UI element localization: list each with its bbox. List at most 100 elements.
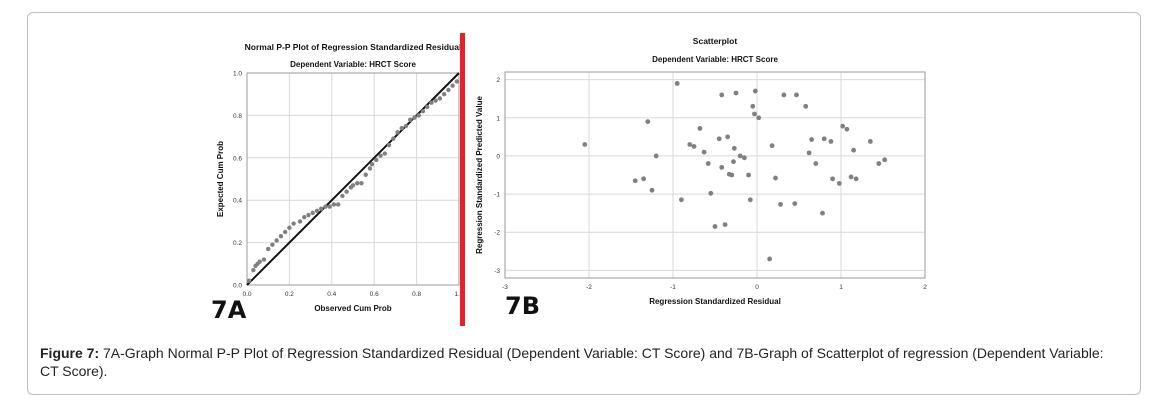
chart-subtitle: Dependent Variable: HRCT Score [652, 55, 778, 64]
data-point [750, 103, 756, 109]
y-tick-label: -2 [494, 230, 500, 237]
data-point [645, 119, 651, 124]
data-point [403, 123, 409, 129]
data-point [278, 234, 284, 239]
data-point [687, 142, 693, 147]
data-point [803, 103, 809, 109]
data-point [266, 246, 271, 252]
x-tick-label: 0.2 [285, 291, 294, 298]
data-point [246, 278, 252, 283]
chart-subtitle: Dependent Variable: HRCT Score [290, 60, 416, 69]
data-point [446, 87, 451, 93]
data-point [433, 98, 438, 103]
data-point [382, 151, 387, 156]
data-point [270, 242, 275, 247]
data-point [719, 164, 725, 170]
data-point [386, 142, 392, 148]
data-point [649, 187, 655, 193]
data-point [412, 115, 417, 120]
data-point [752, 88, 758, 94]
data-point [363, 172, 368, 177]
data-point [323, 204, 328, 209]
data-point [851, 147, 856, 153]
x-tick-label: 0.0 [242, 291, 251, 298]
data-point [691, 143, 697, 149]
y-tick-label: 1.0 [233, 71, 242, 78]
x-tick-label: -2 [586, 284, 592, 291]
data-point [853, 176, 859, 182]
data-point [310, 210, 315, 216]
data-point [306, 212, 311, 218]
data-point [425, 104, 430, 110]
caption-label: Figure 7: [40, 345, 100, 361]
y-tick-label: 0.2 [233, 240, 242, 247]
data-point [257, 259, 262, 264]
data-point [731, 159, 736, 165]
data-point [340, 193, 345, 199]
data-point [742, 155, 747, 161]
data-point [282, 229, 288, 235]
data-point [291, 221, 296, 226]
data-point [331, 202, 337, 207]
figure-frame [27, 12, 1141, 395]
data-point [733, 90, 739, 96]
data-point [632, 178, 638, 184]
data-point [722, 222, 728, 227]
data-point [344, 189, 349, 194]
x-tick-label: 0 [755, 284, 759, 291]
data-point [756, 115, 762, 121]
x-tick-label: 0.6 [370, 291, 379, 298]
data-point [395, 130, 400, 135]
y-tick-label: 0.6 [233, 155, 242, 162]
data-point [327, 204, 332, 209]
plot-area-border [504, 71, 926, 279]
y-tick-label: 0.4 [233, 198, 242, 205]
data-point [848, 174, 854, 180]
x-tick-label: 0.8 [412, 291, 421, 298]
y-axis-label: Regression Standardized Predicted Value [475, 96, 484, 254]
data-point [653, 153, 659, 159]
data-point [641, 176, 646, 182]
x-axis-label: Regression Standardized Residual [649, 297, 781, 306]
data-point [287, 225, 292, 230]
y-tick-label: 2 [496, 77, 500, 84]
data-point [876, 161, 882, 166]
data-point [794, 92, 799, 98]
data-point [399, 125, 404, 131]
data-point [359, 181, 364, 186]
data-point [746, 172, 751, 178]
data-point [792, 201, 798, 207]
data-point [416, 113, 421, 118]
data-point [355, 181, 360, 186]
data-point [582, 142, 588, 147]
pp-plot-chart: 0.0 0.2 0.4 0.6 0.8 1.0 0.0 0.2 0.4 0.6 0.8 1.0 Norm… [216, 42, 464, 313]
scatterplot-chart: -3 -2 -1 0 1 2 -3 -2 -1 0 1 2 Scatterplot Dependent V… [475, 36, 927, 306]
data-point [752, 111, 757, 117]
data-point [836, 180, 842, 186]
y-axis-label: Expected Cum Prob [216, 141, 225, 217]
data-point [821, 136, 827, 142]
x-tick-label: -1 [670, 284, 676, 291]
y-tick-label: 0.0 [233, 283, 242, 290]
data-point [806, 150, 812, 156]
data-point [274, 238, 279, 243]
data-point [708, 190, 714, 196]
data-point [882, 157, 888, 163]
data-point [729, 172, 735, 178]
data-point [674, 81, 680, 86]
data-point [868, 139, 873, 144]
data-point [737, 153, 743, 159]
panel-label-7a: 7A [211, 296, 247, 324]
data-point [813, 161, 819, 166]
data-point [697, 126, 703, 131]
x-axis-label: Observed Cum Prob [314, 304, 391, 313]
red-divider-line [460, 33, 465, 326]
chart-title: Normal P-P Plot of Regression Standardiz… [245, 42, 462, 52]
reference-line [246, 72, 460, 286]
data-point [725, 134, 730, 140]
data-point [820, 210, 825, 216]
y-tick-label: 1 [496, 115, 500, 122]
data-point [391, 136, 396, 141]
data-point [716, 136, 722, 142]
y-tick-label: 0 [496, 153, 500, 160]
